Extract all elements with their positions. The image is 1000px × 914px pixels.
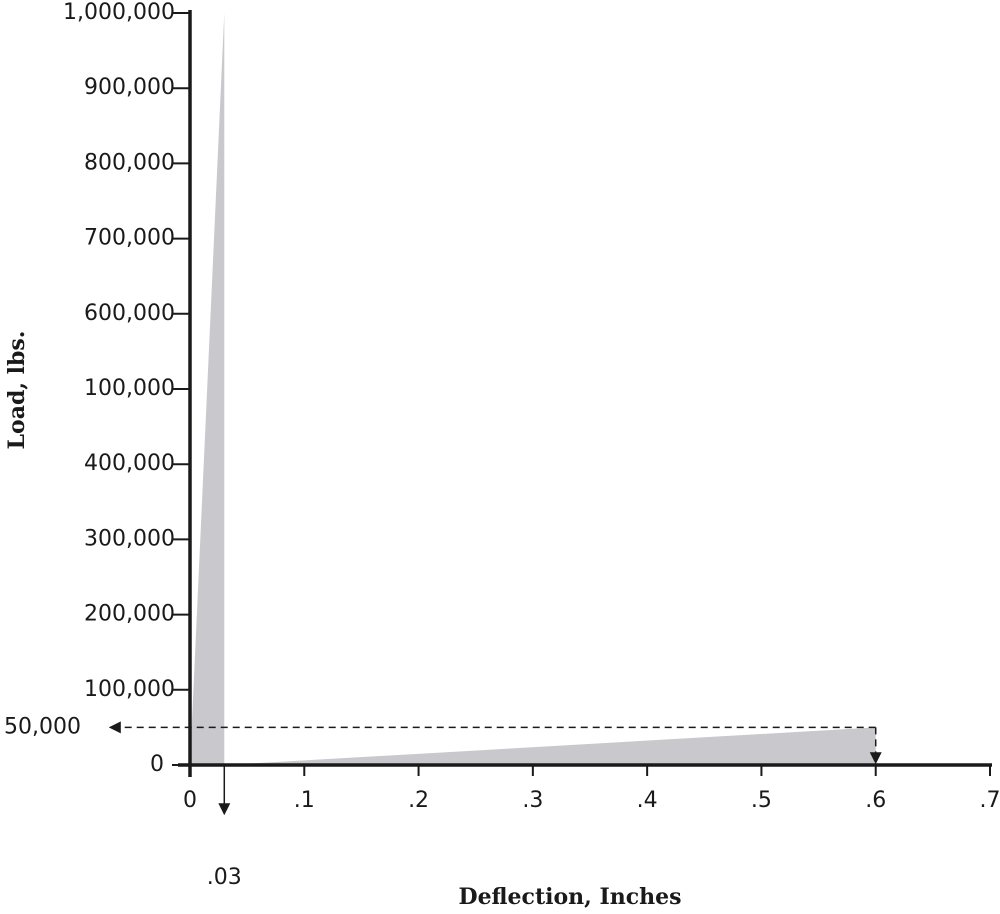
annotation: 50,000 [4, 714, 81, 739]
x-axis-title: Deflection, Inches [458, 884, 681, 910]
y-tick-label: 100,000 [84, 376, 175, 401]
y-tick-label: 1,000,000 [63, 0, 175, 25]
x-tick-label: .6 [865, 788, 886, 813]
y-tick-label: 900,000 [84, 75, 175, 100]
annotation: .03 [207, 865, 242, 890]
area [190, 13, 225, 765]
x-tick-label: .7 [980, 788, 1000, 813]
y-tick-label: 600,000 [84, 301, 175, 326]
x-tick-label: 0 [183, 788, 197, 813]
x-tick-label: .3 [522, 788, 543, 813]
area [224, 727, 876, 765]
y-tick-label: 100,000 [84, 677, 175, 702]
x-tick-label: .4 [637, 788, 658, 813]
y-tick-label: 0 [150, 752, 164, 777]
y-tick-label: 700,000 [84, 226, 175, 251]
y-tick-label: 400,000 [84, 451, 175, 476]
y-tick-label: 300,000 [84, 526, 175, 551]
y-tick-label: 200,000 [84, 602, 175, 627]
y-axis-title: Load, lbs. [4, 331, 30, 450]
x-tick-label: .2 [408, 788, 429, 813]
x-tick-label: .1 [294, 788, 315, 813]
x-tick-label: .5 [751, 788, 772, 813]
y-tick-label: 800,000 [84, 150, 175, 175]
